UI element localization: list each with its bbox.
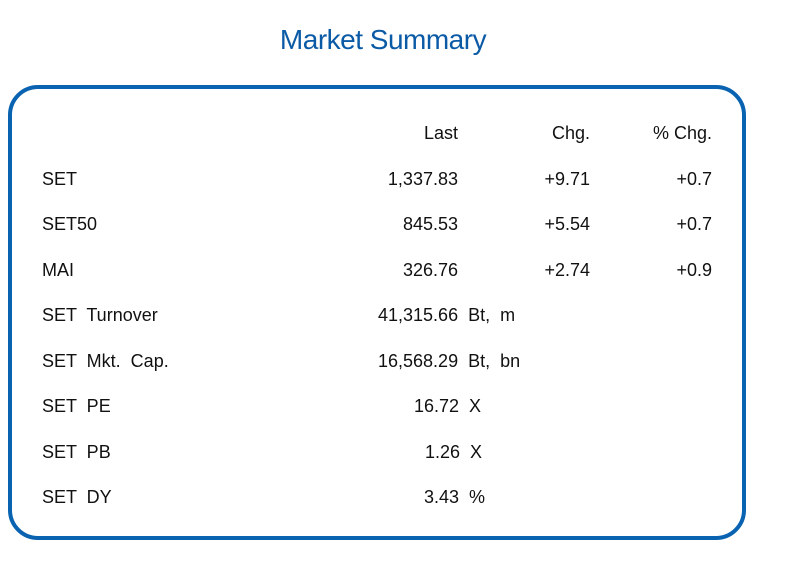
index-name: SET [42, 169, 78, 189]
table-row: SET Mkt. Cap. 16,568.29 Bt, bn [12, 349, 742, 373]
stat-value: 41,315.66 Bt, m [378, 305, 516, 325]
stat-name: SET Mkt. Cap. [42, 351, 169, 371]
stat-value: 16,568.29 Bt, bn [378, 351, 521, 371]
table-row: SET 1,337.83 +9.71 +0.7 [12, 167, 742, 191]
index-pct-chg: +0.7 [676, 169, 712, 189]
index-chg: +9.71 [544, 169, 590, 189]
table-row: SET DY 3.43 % [12, 485, 742, 509]
index-chg: +2.74 [544, 260, 590, 280]
stat-name: SET PB [42, 442, 111, 462]
index-last: 326.76 [402, 260, 458, 280]
index-name: MAI [42, 260, 75, 280]
index-last: 845.53 [402, 214, 458, 234]
index-last: 1,337.83 [387, 169, 458, 189]
stat-name: SET DY [42, 487, 112, 507]
table-row: SET PE 16.72 X [12, 394, 742, 418]
stat-value: 3.43 % [424, 487, 486, 507]
column-header-chg: Chg. [551, 123, 590, 143]
table-row: SET50 845.53 +5.54 +0.7 [12, 212, 742, 236]
table-row: SET PB 1.26 X [12, 440, 742, 464]
index-pct-chg: +0.7 [676, 214, 712, 234]
stat-value: 1.26 X [425, 442, 483, 462]
index-chg: +5.54 [544, 214, 590, 234]
market-summary-panel: Last Chg. % Chg. SET 1,337.83 +9.71 +0.7… [8, 85, 746, 540]
stat-name: SET PE [42, 396, 111, 416]
column-header-last: Last [423, 123, 458, 143]
column-header-pct-chg: % Chg. [652, 123, 712, 143]
index-name: SET50 [42, 214, 98, 234]
stat-name: SET Turnover [42, 305, 158, 325]
table-row: SET Turnover 41,315.66 Bt, m [12, 303, 742, 327]
table-header: Last Chg. % Chg. [12, 121, 742, 145]
stat-value: 16.72 X [414, 396, 482, 416]
page-title: Market Summary [279, 24, 487, 55]
index-pct-chg: +0.9 [676, 260, 712, 280]
table-row: MAI 326.76 +2.74 +0.9 [12, 258, 742, 282]
